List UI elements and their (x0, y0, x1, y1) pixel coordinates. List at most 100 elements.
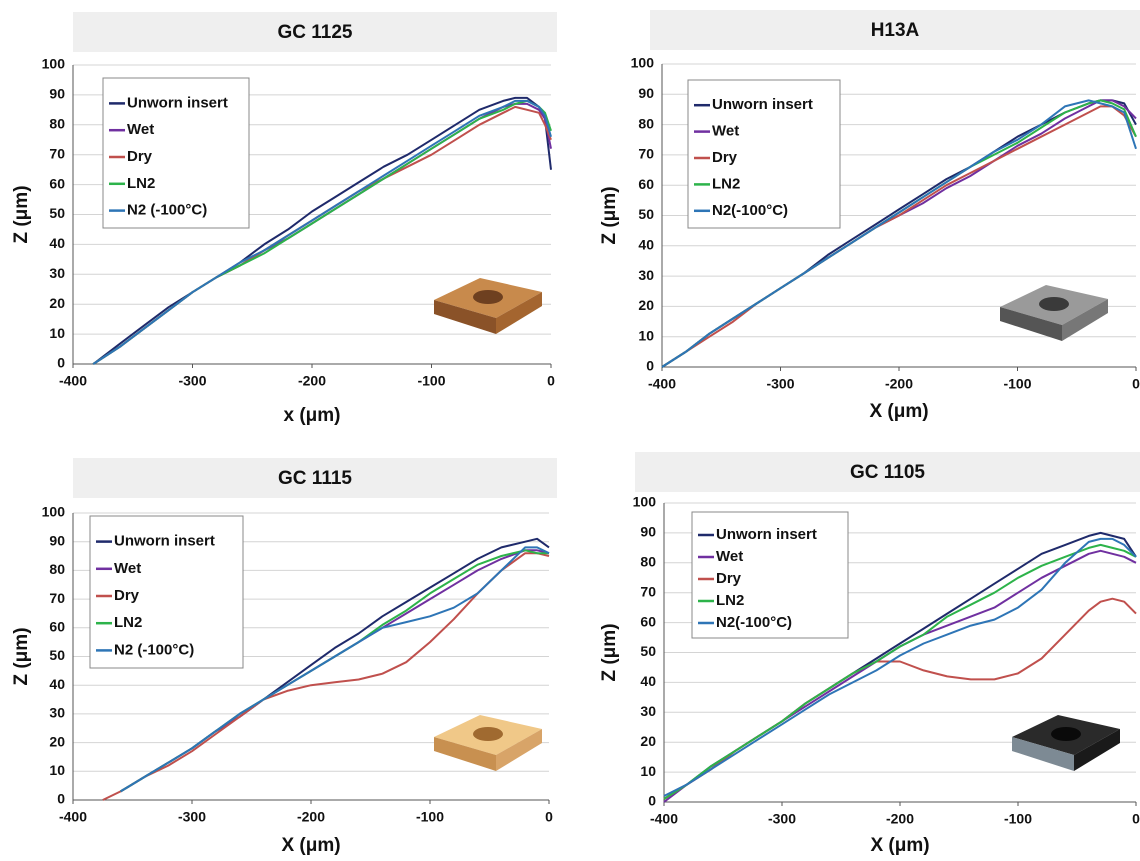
legend-label: Unworn insert (716, 526, 817, 543)
y-tick-label: 0 (57, 791, 65, 807)
y-tick-label: 100 (631, 55, 655, 71)
x-tick-label: -400 (59, 373, 87, 389)
legend-label: Wet (127, 121, 154, 138)
x-tick-label: -300 (178, 373, 206, 389)
legend-label: Unworn insert (127, 94, 228, 111)
legend-label: N2(-100°C) (712, 202, 788, 219)
y-tick-label: 60 (640, 613, 656, 629)
y-tick-label: 40 (49, 676, 65, 692)
legend-label: Wet (716, 548, 743, 565)
charts: GC 11250102030405060708090100-400-300-20… (11, 10, 1140, 856)
x-axis-label: x (μm) (283, 405, 340, 426)
y-tick-label: 100 (42, 56, 66, 72)
y-tick-label: 80 (638, 115, 654, 131)
y-tick-label: 0 (57, 355, 65, 371)
y-tick-label: 80 (49, 561, 65, 577)
legend-label: Dry (127, 148, 153, 165)
y-tick-label: 50 (49, 205, 65, 221)
x-tick-label: 0 (1132, 376, 1140, 392)
legend-label: N2 (-100°C) (127, 202, 207, 219)
chart: GC 11250102030405060708090100-400-300-20… (11, 12, 557, 426)
y-tick-label: 30 (638, 267, 654, 283)
y-tick-label: 20 (49, 295, 65, 311)
chart: GC 1105 0 10 20 30 40 50 60 70 80 90 100 -400 -300 -20… (599, 452, 1140, 856)
legend-label: Wet (114, 560, 141, 577)
y-tick-label: 100 (633, 494, 657, 510)
chart: GC 11150102030405060708090100-400-300-20… (11, 458, 557, 856)
legend-label: LN2 (716, 592, 744, 609)
x-axis-label: X (μm) (870, 835, 929, 856)
y-axis-label: Z (μm) (11, 627, 32, 685)
x-tick-label: -200 (297, 809, 325, 825)
insert-icon (1012, 715, 1120, 771)
y-tick-label: 90 (49, 532, 65, 548)
insert-icon (434, 278, 542, 334)
x-tick-label: 0 (547, 373, 555, 389)
x-tick-label: -100 (416, 809, 444, 825)
y-tick-label: 30 (49, 705, 65, 721)
legend-label: LN2 (114, 614, 142, 631)
y-axis-label: Z (μm) (599, 186, 620, 244)
y-tick-label: 60 (49, 619, 65, 635)
y-tick-label: 70 (49, 590, 65, 606)
x-tick-label: -200 (885, 376, 913, 392)
legend-label: LN2 (712, 175, 740, 192)
x-tick-label: -400 (648, 376, 676, 392)
y-tick-label: 50 (640, 643, 656, 659)
y-tick-label: 40 (49, 235, 65, 251)
chart-title: H13A (871, 20, 920, 41)
legend-label: Unworn insert (114, 533, 215, 550)
y-tick-label: 90 (638, 85, 654, 101)
x-tick-label: -100 (1004, 811, 1032, 827)
y-tick-label: 90 (640, 524, 656, 540)
y-tick-label: 10 (638, 327, 654, 343)
y-tick-label: 20 (640, 733, 656, 749)
y-tick-label: 0 (648, 793, 656, 809)
x-tick-label: -400 (650, 811, 678, 827)
y-tick-label: 70 (638, 146, 654, 162)
x-tick-label: 0 (545, 809, 553, 825)
x-tick-label: -100 (1003, 376, 1031, 392)
x-tick-label: -300 (178, 809, 206, 825)
y-tick-label: 40 (638, 237, 654, 253)
y-tick-label: 70 (640, 583, 656, 599)
y-tick-label: 50 (638, 206, 654, 222)
legend-label: Dry (712, 149, 738, 166)
legend-label: LN2 (127, 175, 155, 192)
y-tick-label: 10 (49, 325, 65, 341)
y-axis-label: Z (μm) (11, 185, 32, 243)
x-axis-label: X (μm) (281, 835, 340, 856)
legend-label: Wet (712, 123, 739, 140)
legend-label: Dry (114, 587, 140, 604)
x-tick-label: -400 (59, 809, 87, 825)
y-tick-label: 100 (42, 504, 66, 520)
y-tick-label: 0 (646, 358, 654, 374)
y-tick-label: 60 (638, 176, 654, 192)
legend-label: N2(-100°C) (716, 614, 792, 631)
y-axis-label: Z (μm) (599, 623, 620, 681)
chart-title: GC 1125 (278, 22, 353, 43)
y-tick-label: 40 (640, 673, 656, 689)
y-tick-label: 10 (640, 763, 656, 779)
insert-icon (434, 715, 542, 771)
chart: H13A0102030405060708090100-400-300-200-1… (599, 10, 1140, 422)
y-tick-label: 30 (640, 703, 656, 719)
legend-label: Unworn insert (712, 96, 813, 113)
x-tick-label: -300 (768, 811, 796, 827)
y-tick-label: 80 (640, 554, 656, 570)
x-tick-label: -200 (886, 811, 914, 827)
y-tick-label: 30 (49, 265, 65, 281)
y-tick-label: 50 (49, 647, 65, 663)
y-tick-label: 70 (49, 145, 65, 161)
y-tick-label: 10 (49, 762, 65, 778)
y-tick-label: 60 (49, 175, 65, 191)
insert-icon (1000, 285, 1108, 341)
chart-title: GC 1105 (850, 462, 925, 483)
x-axis-label: X (μm) (869, 401, 928, 422)
x-tick-label: -300 (766, 376, 794, 392)
y-tick-label: 80 (49, 116, 65, 132)
figure: GC 11250102030405060708090100-400-300-20… (0, 0, 1140, 861)
x-tick-label: 0 (1132, 811, 1140, 827)
legend-label: N2 (-100°C) (114, 641, 194, 658)
x-tick-label: -200 (298, 373, 326, 389)
